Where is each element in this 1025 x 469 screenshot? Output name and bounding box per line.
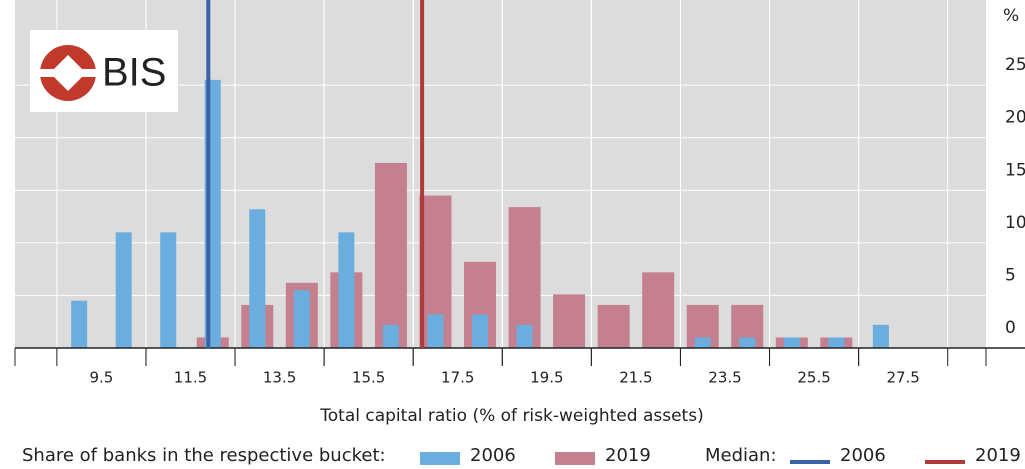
legend-median-label: 2006 [840, 445, 886, 466]
y-tick-label: 25 [1005, 55, 1025, 75]
bar [427, 314, 444, 348]
bar [553, 294, 586, 348]
x-axis-label: Total capital ratio (% of risk-weighted … [319, 406, 703, 426]
x-tick-label: 9.5 [89, 369, 113, 387]
bar [472, 314, 489, 348]
y-tick-label: 5 [1005, 265, 1016, 285]
legend-swatch [555, 452, 595, 465]
bar [739, 337, 756, 348]
bar [642, 272, 675, 348]
y-tick-label: 20 [1005, 108, 1025, 128]
x-tick-label: 21.5 [619, 369, 652, 387]
x-tick-label: 27.5 [886, 369, 919, 387]
bar [338, 232, 355, 348]
x-tick-label: 19.5 [530, 369, 563, 387]
y-tick-label: 15 [1005, 160, 1025, 180]
y-unit: % [1003, 6, 1019, 26]
legend-swatch [420, 452, 460, 465]
x-tick-label: 23.5 [708, 369, 741, 387]
legend-median-title: Median: [705, 445, 777, 466]
bar [293, 290, 310, 348]
bar [783, 337, 800, 348]
logo-text: BIS [102, 51, 166, 95]
x-tick-label: 15.5 [352, 369, 385, 387]
legend-label: 2019 [605, 445, 651, 466]
x-tick-label: 13.5 [263, 369, 296, 387]
bar [160, 232, 177, 348]
bar [249, 209, 266, 348]
bar [71, 300, 88, 348]
bar [872, 324, 889, 348]
y-tick-label: 0 [1005, 318, 1016, 338]
legend-title: Share of banks in the respective bucket: [22, 445, 386, 466]
bar [597, 304, 630, 348]
bar [508, 207, 541, 348]
bar [374, 162, 407, 348]
logo-bar [40, 69, 96, 77]
bar [516, 324, 533, 348]
bar [382, 324, 399, 348]
logo: BIS [30, 30, 178, 112]
x-tick-label: 25.5 [797, 369, 830, 387]
bar [115, 232, 132, 348]
legend-label: 2006 [470, 445, 516, 466]
bar [694, 337, 711, 348]
y-tick-label: 10 [1005, 213, 1025, 233]
x-tick-label: 11.5 [174, 369, 207, 387]
bar [828, 337, 845, 348]
x-tick-label: 17.5 [441, 369, 474, 387]
legend-median-label: 2019 [975, 445, 1021, 466]
